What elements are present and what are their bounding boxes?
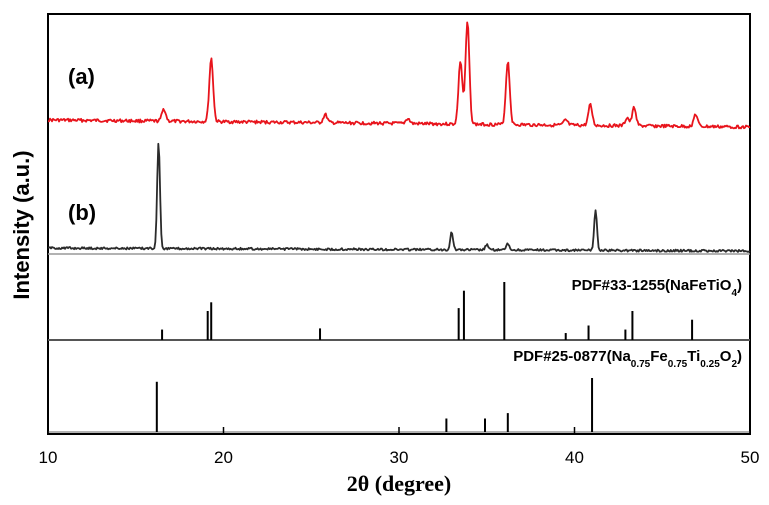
plot-frame	[47, 13, 751, 435]
plot-border	[47, 13, 751, 435]
series-a-line	[47, 21, 751, 130]
series-b-line	[47, 142, 751, 253]
x-tick-label: 40	[565, 448, 584, 467]
text-layer: (a) (b) PDF#33-1255(NaFeTiO4) PDF#25-0877(N…	[68, 64, 742, 370]
reference-layer	[155, 282, 694, 432]
x-tick-label: 20	[214, 448, 233, 467]
y-axis-title: Intensity (a.u.)	[9, 150, 34, 299]
series-label: (a)	[68, 64, 95, 89]
tick-layer: 10 20 30 40 50	[39, 427, 760, 467]
x-axis-title: 2θ (degree)	[347, 471, 452, 496]
x-tick-label: 10	[39, 448, 58, 467]
x-tick-label: 30	[390, 448, 409, 467]
series-label: (b)	[68, 200, 96, 225]
x-tick-label: 50	[741, 448, 760, 467]
series-layer	[47, 21, 751, 253]
reference-label: PDF#25-0877(Na0.75Fe0.75Ti0.25O2)	[513, 348, 742, 370]
reference-label: PDF#33-1255(NaFeTiO4)	[572, 277, 742, 299]
